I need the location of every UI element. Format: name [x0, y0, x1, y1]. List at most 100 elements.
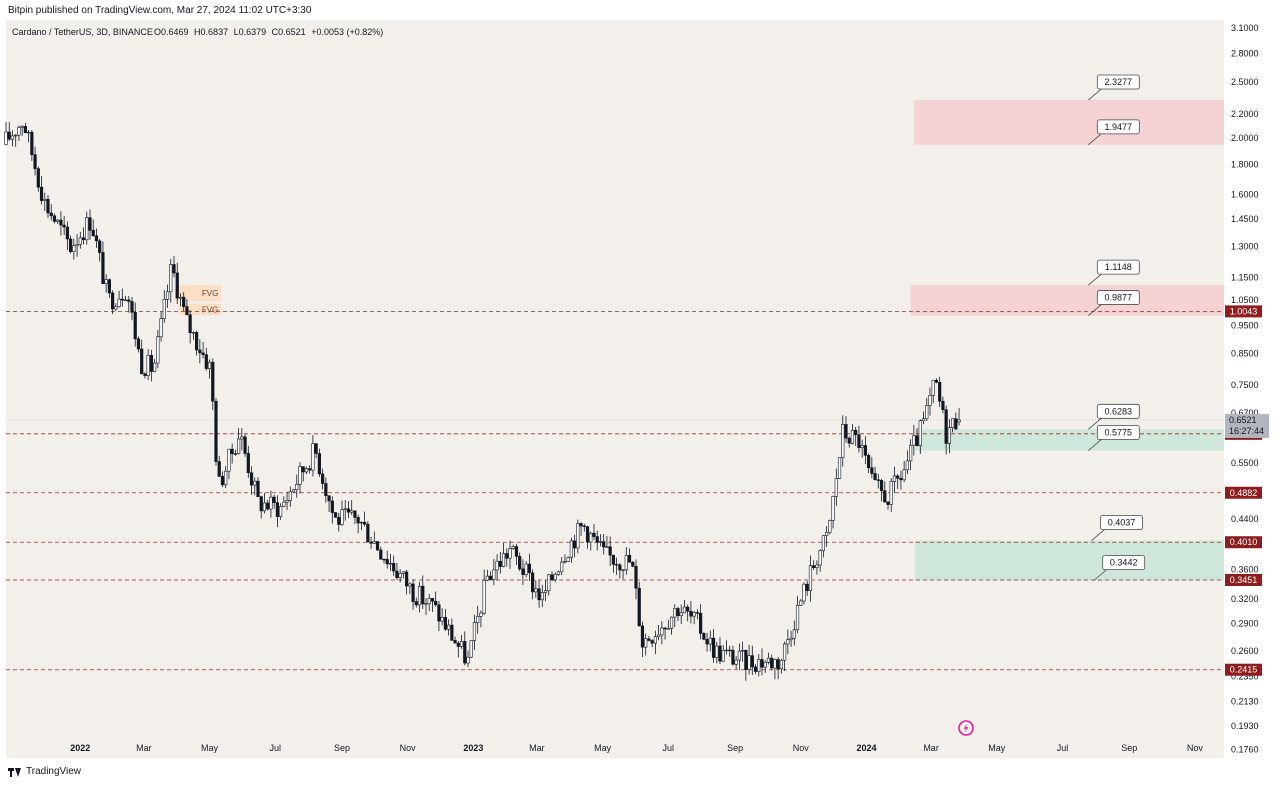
candle-body: [757, 659, 761, 672]
candle-body: [792, 629, 796, 639]
candle-body: [159, 318, 163, 338]
callout-pointer: [1088, 418, 1102, 430]
candle-body: [657, 634, 661, 638]
candle-body: [773, 659, 777, 669]
candle-body: [747, 655, 751, 670]
candle-body: [689, 610, 693, 617]
fvg-label: FVG: [202, 289, 218, 298]
candle-body: [837, 457, 842, 479]
candle-body: [298, 466, 302, 485]
candle-body: [867, 455, 871, 469]
candle-body: [295, 484, 299, 490]
ohlc-open: O0.6469: [154, 27, 189, 37]
candle-body: [854, 429, 858, 436]
countdown-label: 16:27:44: [1229, 426, 1264, 436]
candle-body: [892, 475, 897, 482]
candle-body: [511, 546, 515, 549]
candle-body: [463, 641, 467, 664]
candle-body: [282, 501, 286, 507]
candle-body: [443, 616, 447, 630]
candle-body: [521, 568, 525, 575]
footer: TradingView: [0, 760, 1280, 785]
candle-body: [537, 588, 541, 601]
candle-body: [605, 546, 609, 548]
candle-body: [624, 555, 628, 571]
candle-body: [928, 395, 932, 406]
tradingview-logo-text: TradingView: [26, 766, 82, 777]
candle-body: [915, 435, 919, 446]
callout-label: 2.3277: [1105, 77, 1133, 87]
candle-body: [634, 565, 638, 589]
candle-body: [518, 556, 522, 570]
callout-box: [1096, 74, 1140, 90]
callout-label: 1.9477: [1105, 122, 1133, 132]
candle-body: [627, 555, 632, 563]
ohlc-low: L0.6379: [234, 27, 267, 37]
time-tick-label: May: [201, 743, 219, 753]
candle-body: [246, 453, 250, 474]
candle-body: [595, 536, 599, 543]
candle-body: [825, 531, 829, 536]
candle-body: [162, 299, 166, 319]
candle-body: [414, 601, 418, 606]
candle-body: [411, 583, 415, 602]
candle-body: [702, 633, 706, 640]
candle-body: [737, 650, 741, 661]
candle-body: [585, 526, 590, 543]
candle-body: [230, 448, 234, 455]
current-price-badge: [1225, 413, 1269, 438]
candle-body: [52, 215, 57, 222]
candle-body: [146, 355, 150, 376]
candle-body: [618, 564, 622, 571]
candle-body: [770, 657, 774, 669]
candle-body: [753, 666, 758, 672]
candle-body: [143, 373, 147, 376]
price-tick-label: 0.2600: [1231, 646, 1259, 656]
price-chart[interactable]: FVG FVG 3.1000 2.8000 2.5000 2.2000 2.0000 1.8…: [0, 0, 1280, 760]
tradingview-logo[interactable]: TradingView: [8, 766, 81, 777]
level-price-badge: [1225, 305, 1262, 318]
candle-body: [417, 585, 422, 606]
candle-body: [427, 598, 431, 604]
price-axis[interactable]: 3.1000 2.8000 2.5000 2.2000 2.0000 1.8000 1.60…: [1231, 23, 1259, 754]
time-tick-label: May: [988, 743, 1006, 753]
candle-body: [59, 219, 63, 226]
candle-body: [489, 575, 493, 580]
candle-body: [805, 583, 809, 591]
candle-body: [482, 579, 486, 614]
candle-body: [123, 299, 128, 302]
time-tick-label: Sep: [727, 743, 743, 753]
candle-body: [550, 574, 554, 581]
level-price-label: 0.4010: [1230, 537, 1258, 547]
candle-body: [802, 583, 806, 602]
lightning-icon[interactable]: [958, 720, 974, 736]
candle-body: [78, 237, 82, 245]
candle-body: [243, 436, 247, 454]
candle-body: [253, 480, 257, 486]
candle-body: [408, 583, 412, 587]
candle-body: [818, 550, 822, 566]
candle-body: [692, 612, 696, 617]
candle-body: [136, 338, 141, 350]
time-axis[interactable]: 2022 Mar May Jul Sep Nov 2023 Mar May Jul Sep Nov 20…: [70, 743, 1203, 753]
candle-body: [828, 520, 832, 533]
candle-body: [275, 502, 279, 517]
candle-body: [450, 624, 454, 641]
level-price-label: 1.0043: [1230, 306, 1258, 316]
candle-body: [140, 348, 144, 375]
candle-body: [401, 571, 405, 574]
candle-body: [954, 418, 958, 430]
price-tick-label: 2.8000: [1231, 49, 1259, 59]
candle-body: [815, 564, 819, 568]
candle-body: [724, 649, 729, 652]
candle-body: [382, 558, 386, 561]
candle-body: [178, 296, 183, 299]
callout-pointer: [1091, 529, 1105, 541]
time-tick-label: Nov: [1187, 743, 1204, 753]
candle-body: [789, 637, 793, 641]
candle-body: [182, 296, 186, 307]
candle-body: [808, 565, 813, 591]
support-zone: [914, 429, 1224, 451]
candle-body: [117, 298, 121, 307]
publisher-header: Bitpin published on TradingView.com, Mar…: [0, 0, 1280, 20]
